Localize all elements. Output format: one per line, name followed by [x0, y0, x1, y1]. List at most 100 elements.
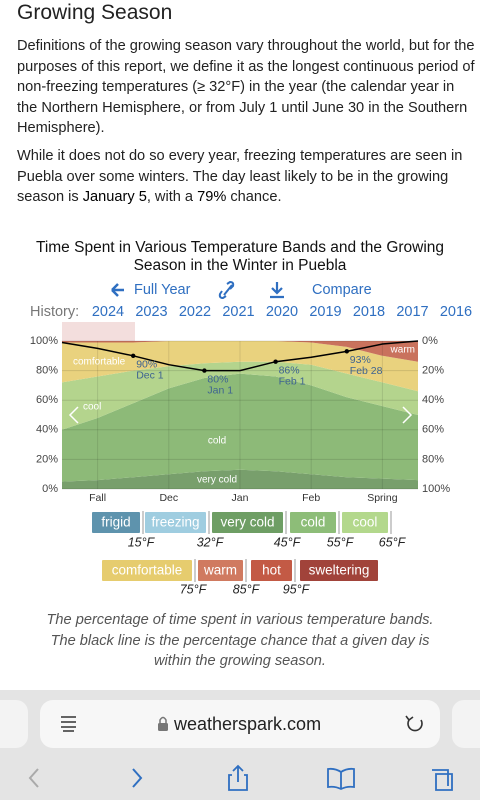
tabs-button[interactable]: [432, 769, 453, 791]
chart-title: Time Spent in Various Temperature Bands …: [35, 239, 445, 274]
legend-swatch: [290, 512, 336, 533]
address-field[interactable]: [40, 700, 440, 748]
annotation-date: Dec 1: [136, 370, 164, 382]
history-year[interactable]: 2021: [222, 304, 254, 320]
y-tick-label: 100%: [30, 335, 58, 347]
back-button[interactable]: [28, 768, 39, 788]
area: [62, 361, 418, 430]
legend-label: freezing: [151, 515, 199, 530]
legend-threshold: 45°F: [274, 535, 302, 549]
annotation-dot: [202, 368, 207, 373]
history-year[interactable]: 2019: [309, 304, 341, 320]
growing-season-line: [61, 340, 419, 372]
legend-threshold: 65°F: [379, 535, 407, 549]
y-tick-label: 80%: [36, 365, 58, 377]
link-icon[interactable]: [218, 280, 235, 300]
annotation-value: 80%: [207, 373, 228, 385]
forward-button[interactable]: [132, 768, 143, 788]
compare-link[interactable]: Compare: [312, 282, 372, 298]
band-label: warm: [390, 345, 415, 356]
legend-swatch: [251, 560, 292, 581]
legend-threshold: 85°F: [233, 582, 261, 596]
history-year[interactable]: 2018: [353, 304, 385, 320]
legend-label: warm: [203, 563, 237, 578]
annotation-dot: [131, 353, 136, 358]
y2-tick-label: 80%: [422, 453, 444, 465]
history-year[interactable]: 2023: [135, 304, 167, 320]
heading: Growing Season: [17, 1, 173, 24]
history-year[interactable]: 2024: [92, 304, 124, 320]
legend-threshold: 55°F: [327, 535, 355, 549]
tab-peek: [0, 700, 28, 748]
y2-tick-label: 100%: [422, 483, 450, 495]
reader-icon[interactable]: [61, 716, 76, 732]
band-label: very cold: [197, 475, 237, 486]
band-label: cool: [83, 402, 101, 413]
history-year[interactable]: 2017: [396, 304, 428, 320]
reload-icon[interactable]: [405, 715, 423, 732]
legend-swatch: [198, 560, 243, 581]
legend-swatch: [102, 560, 192, 581]
annotation-value: 93%: [350, 354, 371, 366]
legend-swatch: [342, 512, 388, 533]
area: [62, 341, 418, 362]
band-label: cold: [208, 436, 226, 447]
lock-shackle: [159, 716, 167, 723]
y2-tick-label: 0%: [422, 335, 438, 347]
area: [62, 373, 418, 482]
area: [62, 341, 418, 392]
legend-label: cold: [301, 515, 326, 530]
history-year[interactable]: 2016: [440, 304, 472, 320]
y-tick-label: 60%: [36, 394, 58, 406]
legend-threshold: 75°F: [180, 582, 208, 596]
legend-threshold: 32°F: [197, 535, 225, 549]
bookmarks-button[interactable]: [327, 767, 355, 791]
text-run: While it does not do so every year, free…: [17, 148, 463, 205]
lock-icon: [158, 723, 168, 731]
y2-tick-label: 60%: [422, 424, 444, 436]
tab-peek: [452, 700, 480, 748]
legend-swatch: [212, 512, 283, 533]
back-arrow-icon[interactable]: [111, 283, 124, 297]
legend-label: very cold: [220, 515, 274, 530]
band-label: comfortable: [73, 357, 126, 368]
annotation-dot: [273, 359, 278, 364]
annotation-date: Jan 1: [207, 384, 233, 396]
x-tick-label: Dec: [159, 492, 178, 504]
legend-label: comfortable: [112, 563, 183, 578]
legend-label: sweltering: [309, 563, 370, 578]
annotation-date: Feb 1: [279, 376, 306, 388]
text-run: chance.: [226, 189, 282, 205]
paragraph: While it does not do so every year, free…: [17, 146, 475, 208]
history-year[interactable]: 2020: [266, 304, 298, 320]
annotation-value: 86%: [279, 365, 300, 377]
url[interactable]: weatherspark.com: [173, 714, 321, 734]
x-tick-label: Spring: [367, 492, 398, 504]
y2-tick-label: 40%: [422, 394, 444, 406]
y-tick-label: 0%: [42, 483, 58, 495]
annotation-value: 90%: [136, 359, 157, 371]
history-year[interactable]: 2022: [179, 304, 211, 320]
annotation-dot: [344, 349, 349, 354]
download-icon[interactable]: [270, 282, 284, 299]
legend-label: cool: [353, 515, 378, 530]
text-run: , with a: [146, 189, 198, 205]
next-chevron[interactable]: [402, 406, 413, 424]
prev-chevron[interactable]: [68, 406, 79, 424]
legend-swatch: [92, 512, 140, 533]
caption: The percentage of time spent in various …: [46, 612, 434, 669]
selected-year-highlight: [62, 322, 135, 341]
x-tick-label: Jan: [232, 492, 249, 504]
legend-swatch: [145, 512, 206, 533]
emphasis: 79%: [197, 189, 227, 205]
x-tick-label: Feb: [302, 492, 320, 504]
full-year-link[interactable]: Full Year: [134, 282, 191, 298]
x-tick-label: Fall: [89, 492, 106, 504]
paragraph: Definitions of the growing season vary t…: [17, 38, 475, 136]
y-tick-label: 40%: [36, 424, 58, 436]
share-button[interactable]: [228, 764, 248, 791]
emphasis: January 5: [82, 189, 147, 205]
y-tick-label: 20%: [36, 453, 58, 465]
